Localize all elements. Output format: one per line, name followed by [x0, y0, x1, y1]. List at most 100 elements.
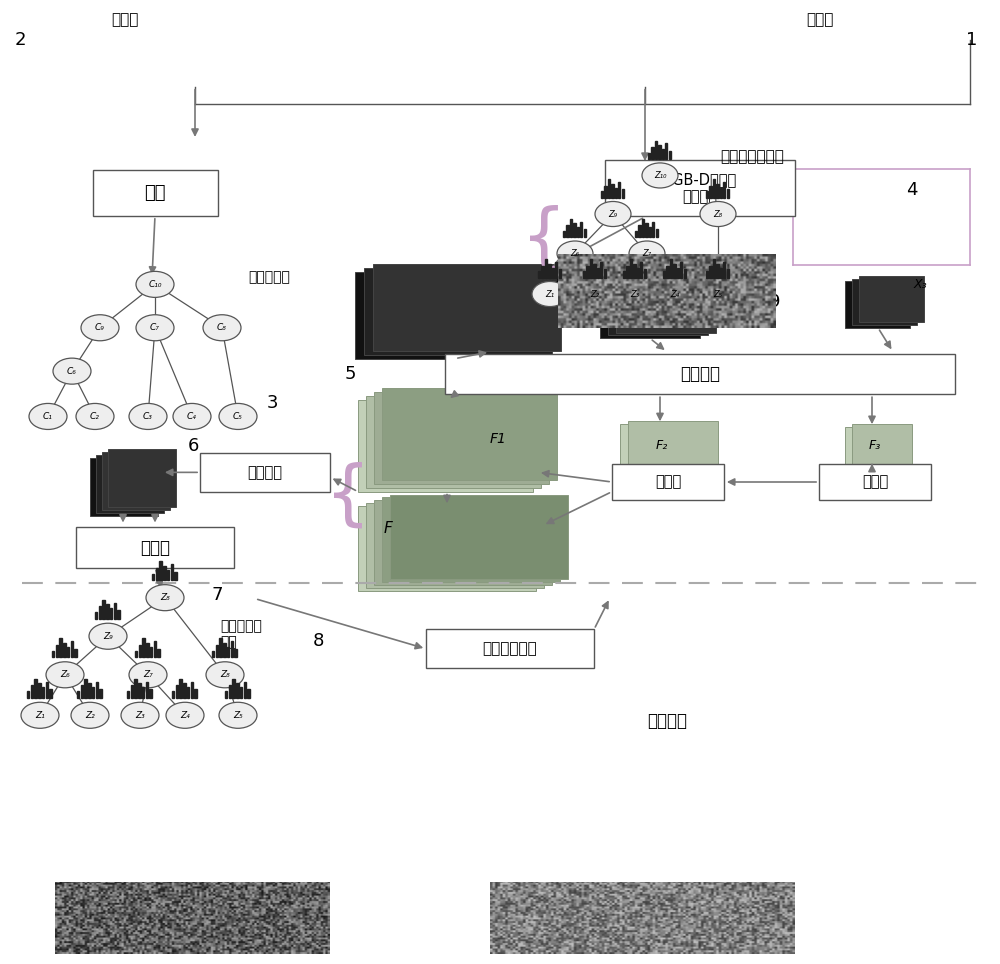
Bar — [174, 572, 177, 580]
Bar — [171, 564, 173, 580]
Bar — [608, 179, 610, 198]
Text: 原始分割树: 原始分割树 — [248, 271, 290, 284]
Bar — [727, 189, 729, 198]
Bar — [648, 152, 650, 159]
Bar — [150, 647, 152, 657]
Text: F₃: F₃ — [869, 439, 881, 452]
FancyBboxPatch shape — [90, 458, 158, 516]
FancyBboxPatch shape — [366, 503, 544, 588]
Bar — [597, 268, 599, 278]
FancyBboxPatch shape — [852, 279, 917, 325]
Ellipse shape — [173, 403, 211, 430]
Bar — [84, 679, 87, 698]
Text: X₁: X₁ — [553, 275, 567, 288]
FancyBboxPatch shape — [616, 273, 716, 333]
Bar — [615, 188, 617, 198]
Bar — [176, 685, 178, 698]
Bar — [559, 269, 561, 278]
Text: RGB-D拉普拉
斯金字塔: RGB-D拉普拉 斯金字塔 — [663, 172, 737, 204]
Bar — [81, 685, 83, 698]
Bar — [583, 271, 585, 278]
FancyBboxPatch shape — [600, 279, 700, 338]
FancyBboxPatch shape — [426, 629, 594, 668]
Bar — [231, 641, 233, 657]
Text: Z₉: Z₉ — [608, 209, 618, 219]
Bar — [720, 188, 722, 198]
FancyBboxPatch shape — [358, 506, 536, 591]
Text: 分割: 分割 — [144, 184, 166, 201]
Bar — [159, 561, 162, 580]
Bar — [223, 643, 226, 657]
Ellipse shape — [21, 702, 59, 729]
Ellipse shape — [46, 661, 84, 688]
Ellipse shape — [206, 661, 244, 688]
Bar — [577, 228, 579, 237]
Ellipse shape — [219, 702, 257, 729]
Bar — [604, 269, 606, 278]
Bar — [680, 262, 682, 278]
Bar — [134, 679, 137, 698]
Bar — [46, 682, 48, 698]
Bar — [626, 266, 629, 278]
FancyBboxPatch shape — [390, 495, 568, 579]
Bar — [601, 191, 603, 198]
FancyBboxPatch shape — [382, 388, 557, 480]
Text: F: F — [384, 521, 392, 536]
Text: Z₂: Z₂ — [85, 710, 95, 720]
Bar — [723, 182, 725, 198]
Text: 特征提取: 特征提取 — [680, 365, 720, 383]
Bar — [38, 683, 41, 698]
FancyBboxPatch shape — [605, 160, 795, 216]
Bar — [236, 683, 239, 698]
Bar — [88, 683, 91, 698]
Text: Z₃: Z₃ — [135, 710, 145, 720]
Text: Z₈: Z₈ — [160, 593, 170, 602]
Bar — [584, 228, 586, 237]
Bar — [156, 568, 158, 580]
Bar — [172, 691, 174, 698]
FancyBboxPatch shape — [608, 276, 708, 335]
Bar — [545, 259, 547, 278]
Text: Z₈: Z₈ — [713, 209, 723, 219]
Ellipse shape — [557, 241, 593, 266]
Bar — [27, 691, 29, 698]
Text: Z₆: Z₆ — [60, 670, 70, 680]
Ellipse shape — [642, 163, 678, 188]
Bar — [59, 638, 62, 657]
Bar — [142, 638, 145, 657]
Ellipse shape — [29, 403, 67, 430]
Text: Z₇: Z₇ — [642, 249, 652, 258]
Bar — [669, 150, 671, 159]
Text: 分类纯度代
价树: 分类纯度代 价树 — [220, 619, 262, 650]
Ellipse shape — [136, 271, 174, 297]
Text: 场景分类: 场景分类 — [647, 712, 687, 730]
FancyBboxPatch shape — [200, 453, 330, 492]
FancyBboxPatch shape — [620, 424, 710, 477]
FancyBboxPatch shape — [612, 464, 724, 500]
Bar — [163, 566, 166, 580]
Bar — [586, 266, 589, 278]
Bar — [191, 682, 193, 698]
Bar — [541, 266, 544, 278]
Text: F1: F1 — [490, 432, 506, 445]
Bar — [570, 219, 572, 237]
Bar — [71, 641, 73, 657]
Text: 4: 4 — [906, 181, 918, 199]
Bar — [611, 184, 614, 198]
Bar — [709, 266, 712, 278]
Text: {: { — [325, 462, 371, 531]
Bar — [706, 191, 708, 198]
Bar — [723, 262, 725, 278]
Text: 9: 9 — [769, 293, 781, 310]
Bar — [106, 604, 109, 619]
Bar — [212, 651, 214, 657]
Text: F₂: F₂ — [656, 439, 668, 452]
Text: 特征聚合: 特征聚合 — [248, 465, 283, 480]
Bar — [247, 689, 250, 698]
Bar — [234, 649, 237, 657]
Bar — [139, 645, 141, 657]
Bar — [623, 271, 625, 278]
Bar — [622, 189, 624, 198]
Text: 8: 8 — [312, 632, 324, 650]
Bar — [684, 269, 686, 278]
